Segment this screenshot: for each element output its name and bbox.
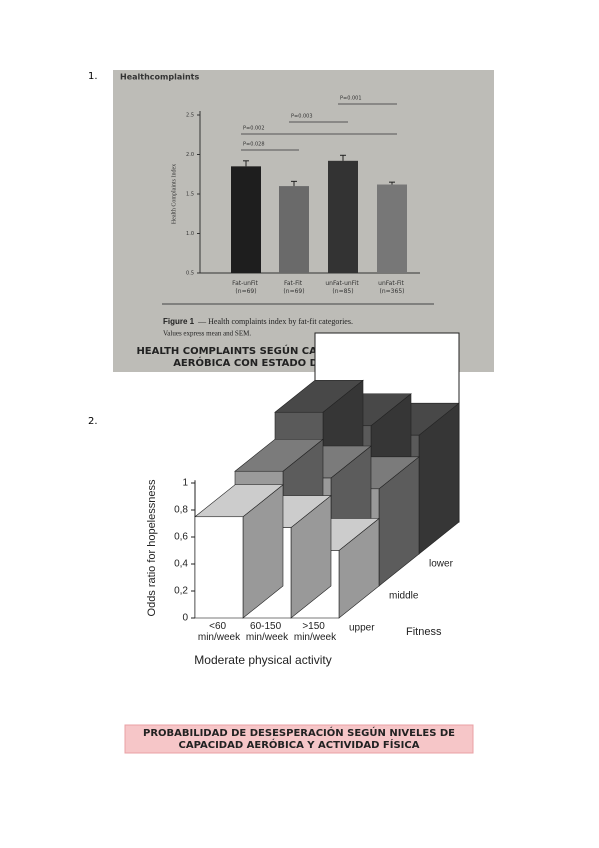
- x-axis-label: Moderate physical activity: [194, 653, 331, 667]
- significance-label: P=0.002: [243, 126, 265, 132]
- y-tick-label: 1.5: [186, 192, 194, 198]
- figure-caption: Figure 1— Health complaints index by fat…: [163, 317, 353, 326]
- y-tick-label: 0,4: [174, 559, 188, 570]
- x-tick-label: unFat-Fit (n=365): [378, 280, 406, 295]
- y-tick-label: 0,6: [174, 532, 188, 543]
- bar-front: [194, 516, 244, 619]
- significance-label: P=0.028: [243, 142, 265, 148]
- y-tick-label: 0,8: [174, 505, 188, 516]
- bar: [377, 184, 407, 273]
- y-axis-label: Odds ratio for hopelessness: [146, 479, 158, 616]
- x-tick-label: >150 min/week: [294, 621, 337, 643]
- x-tick-label: unFat-unFit (n=85): [325, 280, 360, 295]
- figure-label: Figure 1: [163, 317, 195, 326]
- caption-text: — Health complaints index by fat-fit cat…: [197, 317, 353, 326]
- bar: [279, 186, 309, 273]
- legend-label: middle: [389, 591, 419, 602]
- significance-label: P=0.003: [291, 114, 313, 120]
- banner-line: CAPACIDAD AERÓBICA Y ACTIVIDAD FÍSICA: [179, 738, 420, 751]
- list-number: 1.: [88, 71, 98, 82]
- significance-label: P=0.001: [340, 96, 362, 102]
- legend-label: upper: [349, 623, 375, 634]
- y-tick-label: 0: [182, 613, 188, 624]
- y-tick-label: 0,2: [174, 586, 188, 597]
- y-tick-label: 2.0: [186, 152, 194, 158]
- bar: [194, 484, 284, 619]
- list-number: 2.: [88, 416, 98, 427]
- bar: [328, 160, 358, 273]
- y-tick-label: 0.5: [186, 271, 194, 277]
- figure-caption: Values express mean and SEM.: [163, 330, 251, 338]
- banner-line: PROBABILIDAD DE DESESPERACIÓN SEGÚN NIVE…: [143, 726, 455, 739]
- x-tick-label: <60 min/week: [198, 621, 241, 643]
- y-tick-label: 2.5: [186, 113, 194, 119]
- depth-axis-label: Fitness: [406, 626, 442, 638]
- x-tick-label: Fat-Fit (n=69): [283, 280, 304, 295]
- banner-box: [124, 724, 474, 754]
- x-tick-label: 60-150 min/week: [246, 621, 289, 643]
- bar: [231, 166, 261, 273]
- chart-heading: Healthcomplaints: [120, 73, 199, 82]
- y-tick-label: 1.0: [186, 231, 194, 237]
- y-axis-label: Health Complaints Index: [171, 164, 177, 224]
- legend-label: lower: [429, 559, 454, 570]
- y-tick-label: 1: [182, 478, 188, 489]
- x-tick-label: Fat-unFit (n=69): [232, 280, 260, 295]
